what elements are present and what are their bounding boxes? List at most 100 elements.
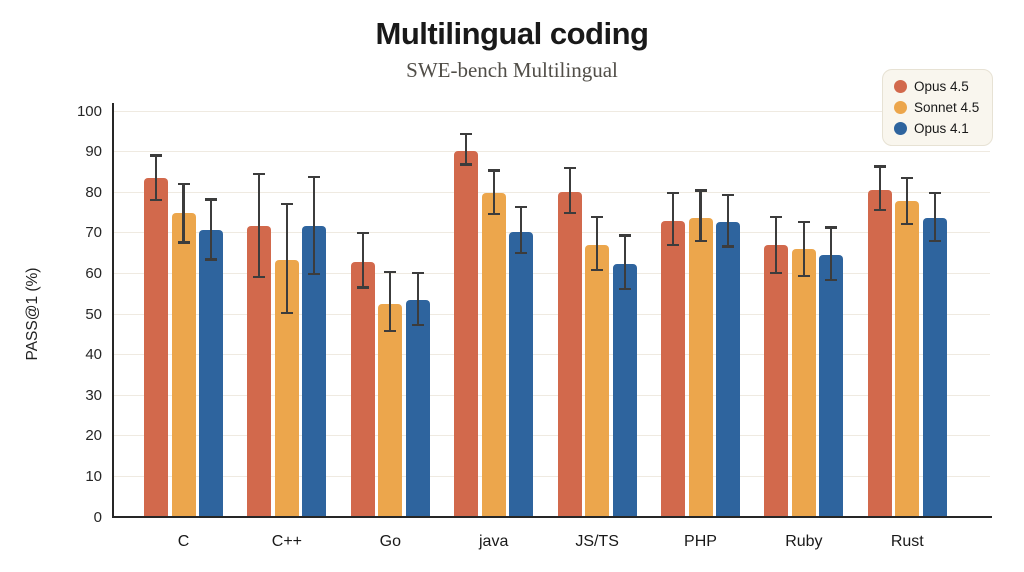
x-category-label: Ruby [785,532,823,550]
error-bar-cap-bottom [928,239,941,242]
error-bar-cap-top [205,198,217,201]
bar-sonnet-4-5-go [378,303,403,517]
error-bar-cap-top [722,193,734,197]
error-bar-cap-top [308,175,321,179]
error-bar-line [313,177,316,274]
error-bar-cap-bottom [487,212,500,215]
error-bar-cap-bottom [253,275,266,279]
bar-opus-4-5-java [454,150,479,517]
y-tick-label: 30 [85,386,102,404]
error-bar-line [568,167,571,214]
y-tick-label: 60 [85,264,102,282]
bar-sonnet-4-5-js-ts [585,245,610,517]
error-bar-cap-top [901,176,914,179]
y-tick-label: 100 [76,102,102,120]
gridline [114,313,990,315]
bar-opus-4-1-go [405,299,430,517]
error-bar-cap-top [770,216,783,219]
gridline [114,435,990,437]
error-bar-line [596,217,599,270]
error-bar-cap-top [384,270,397,274]
legend-label: Opus 4.1 [914,121,969,136]
bar-opus-4-5-go [350,261,375,517]
bar-opus-4-5-ruby [764,245,789,517]
error-bar-line [623,235,626,289]
legend-swatch-icon [894,101,907,114]
error-bar-cap-bottom [460,163,473,166]
error-bar-line [389,272,392,332]
y-tick-label: 40 [85,346,102,364]
y-tick-label: 50 [85,305,102,323]
error-bar-cap-top [667,191,679,194]
error-bar-cap-bottom [797,275,810,278]
error-bar-cap-top [928,192,941,195]
bar-opus-4-1-c [199,229,223,517]
error-bar-cap-bottom [667,243,679,246]
y-tick-label: 10 [85,467,102,485]
error-bar-line [933,193,936,241]
error-bar-line [258,174,261,277]
error-bar-cap-top [487,169,500,172]
error-bar-cap-bottom [901,223,914,226]
x-category-label: java [479,532,509,550]
error-bar-line [520,207,523,253]
error-bar-line [182,184,185,243]
y-tick-label: 90 [85,143,102,161]
error-bar-cap-bottom [150,198,162,201]
bar-opus-4-1-php [716,222,740,517]
error-bar-line [416,273,419,325]
x-category-label: Go [379,532,401,550]
legend: Opus 4.5 Sonnet 4.5 Opus 4.1 [882,69,994,146]
error-bar-line [154,155,158,200]
error-bar-cap-bottom [694,239,707,242]
error-bar-cap-top [873,165,886,168]
error-bar-cap-top [591,216,604,219]
chart-title: Multilingual coding [375,16,649,51]
error-bar-cap-top [515,206,528,209]
error-bar-line [775,217,778,273]
error-bar-cap-bottom [591,268,604,271]
error-bar-cap-bottom [205,258,217,261]
error-bar-line [285,204,288,313]
y-tick-label: 0 [93,508,102,526]
error-bar-line [802,221,805,277]
x-category-label: C++ [271,532,303,550]
error-bar-cap-bottom [356,286,369,289]
bar-sonnet-4-5-php [688,217,713,517]
bar-sonnet-4-5-c [171,213,196,517]
gridline [114,191,990,193]
bar-opus-4-5-js-ts [557,191,582,517]
x-category-label: C [177,532,190,550]
error-bar-cap-bottom [384,330,397,333]
error-bar-cap-top [150,154,162,157]
bar-opus-4-1-java [509,231,534,517]
error-bar-cap-top [618,234,631,237]
legend-label: Sonnet 4.5 [914,100,980,115]
error-bar-cap-bottom [515,251,528,255]
error-bar-cap-bottom [177,241,190,244]
error-bar-cap-top [563,166,576,169]
bar-opus-4-5-rust [867,190,892,517]
bar-opus-4-1-ruby [819,254,844,517]
gridline [114,475,990,477]
error-bar-line [361,233,364,288]
error-bar-line [671,192,675,245]
gridline [114,354,990,356]
error-bar-cap-top [253,173,266,176]
bar-opus-4-1-rust [922,218,947,517]
error-bar-cap-bottom [722,245,734,248]
error-bar-cap-bottom [280,311,293,314]
bar-opus-4-5-c [144,178,168,517]
error-bar-cap-bottom [618,287,631,290]
error-bar-line [906,177,909,225]
legend-swatch-icon [894,122,907,135]
x-category-label: PHP [684,532,717,550]
legend-swatch-icon [894,80,907,93]
error-bar-cap-bottom [411,323,424,326]
y-axis-line [111,103,114,518]
gridline [114,272,990,274]
y-tick-label: 20 [85,427,102,445]
error-bar-line [465,133,468,165]
error-bar-line [878,166,881,211]
